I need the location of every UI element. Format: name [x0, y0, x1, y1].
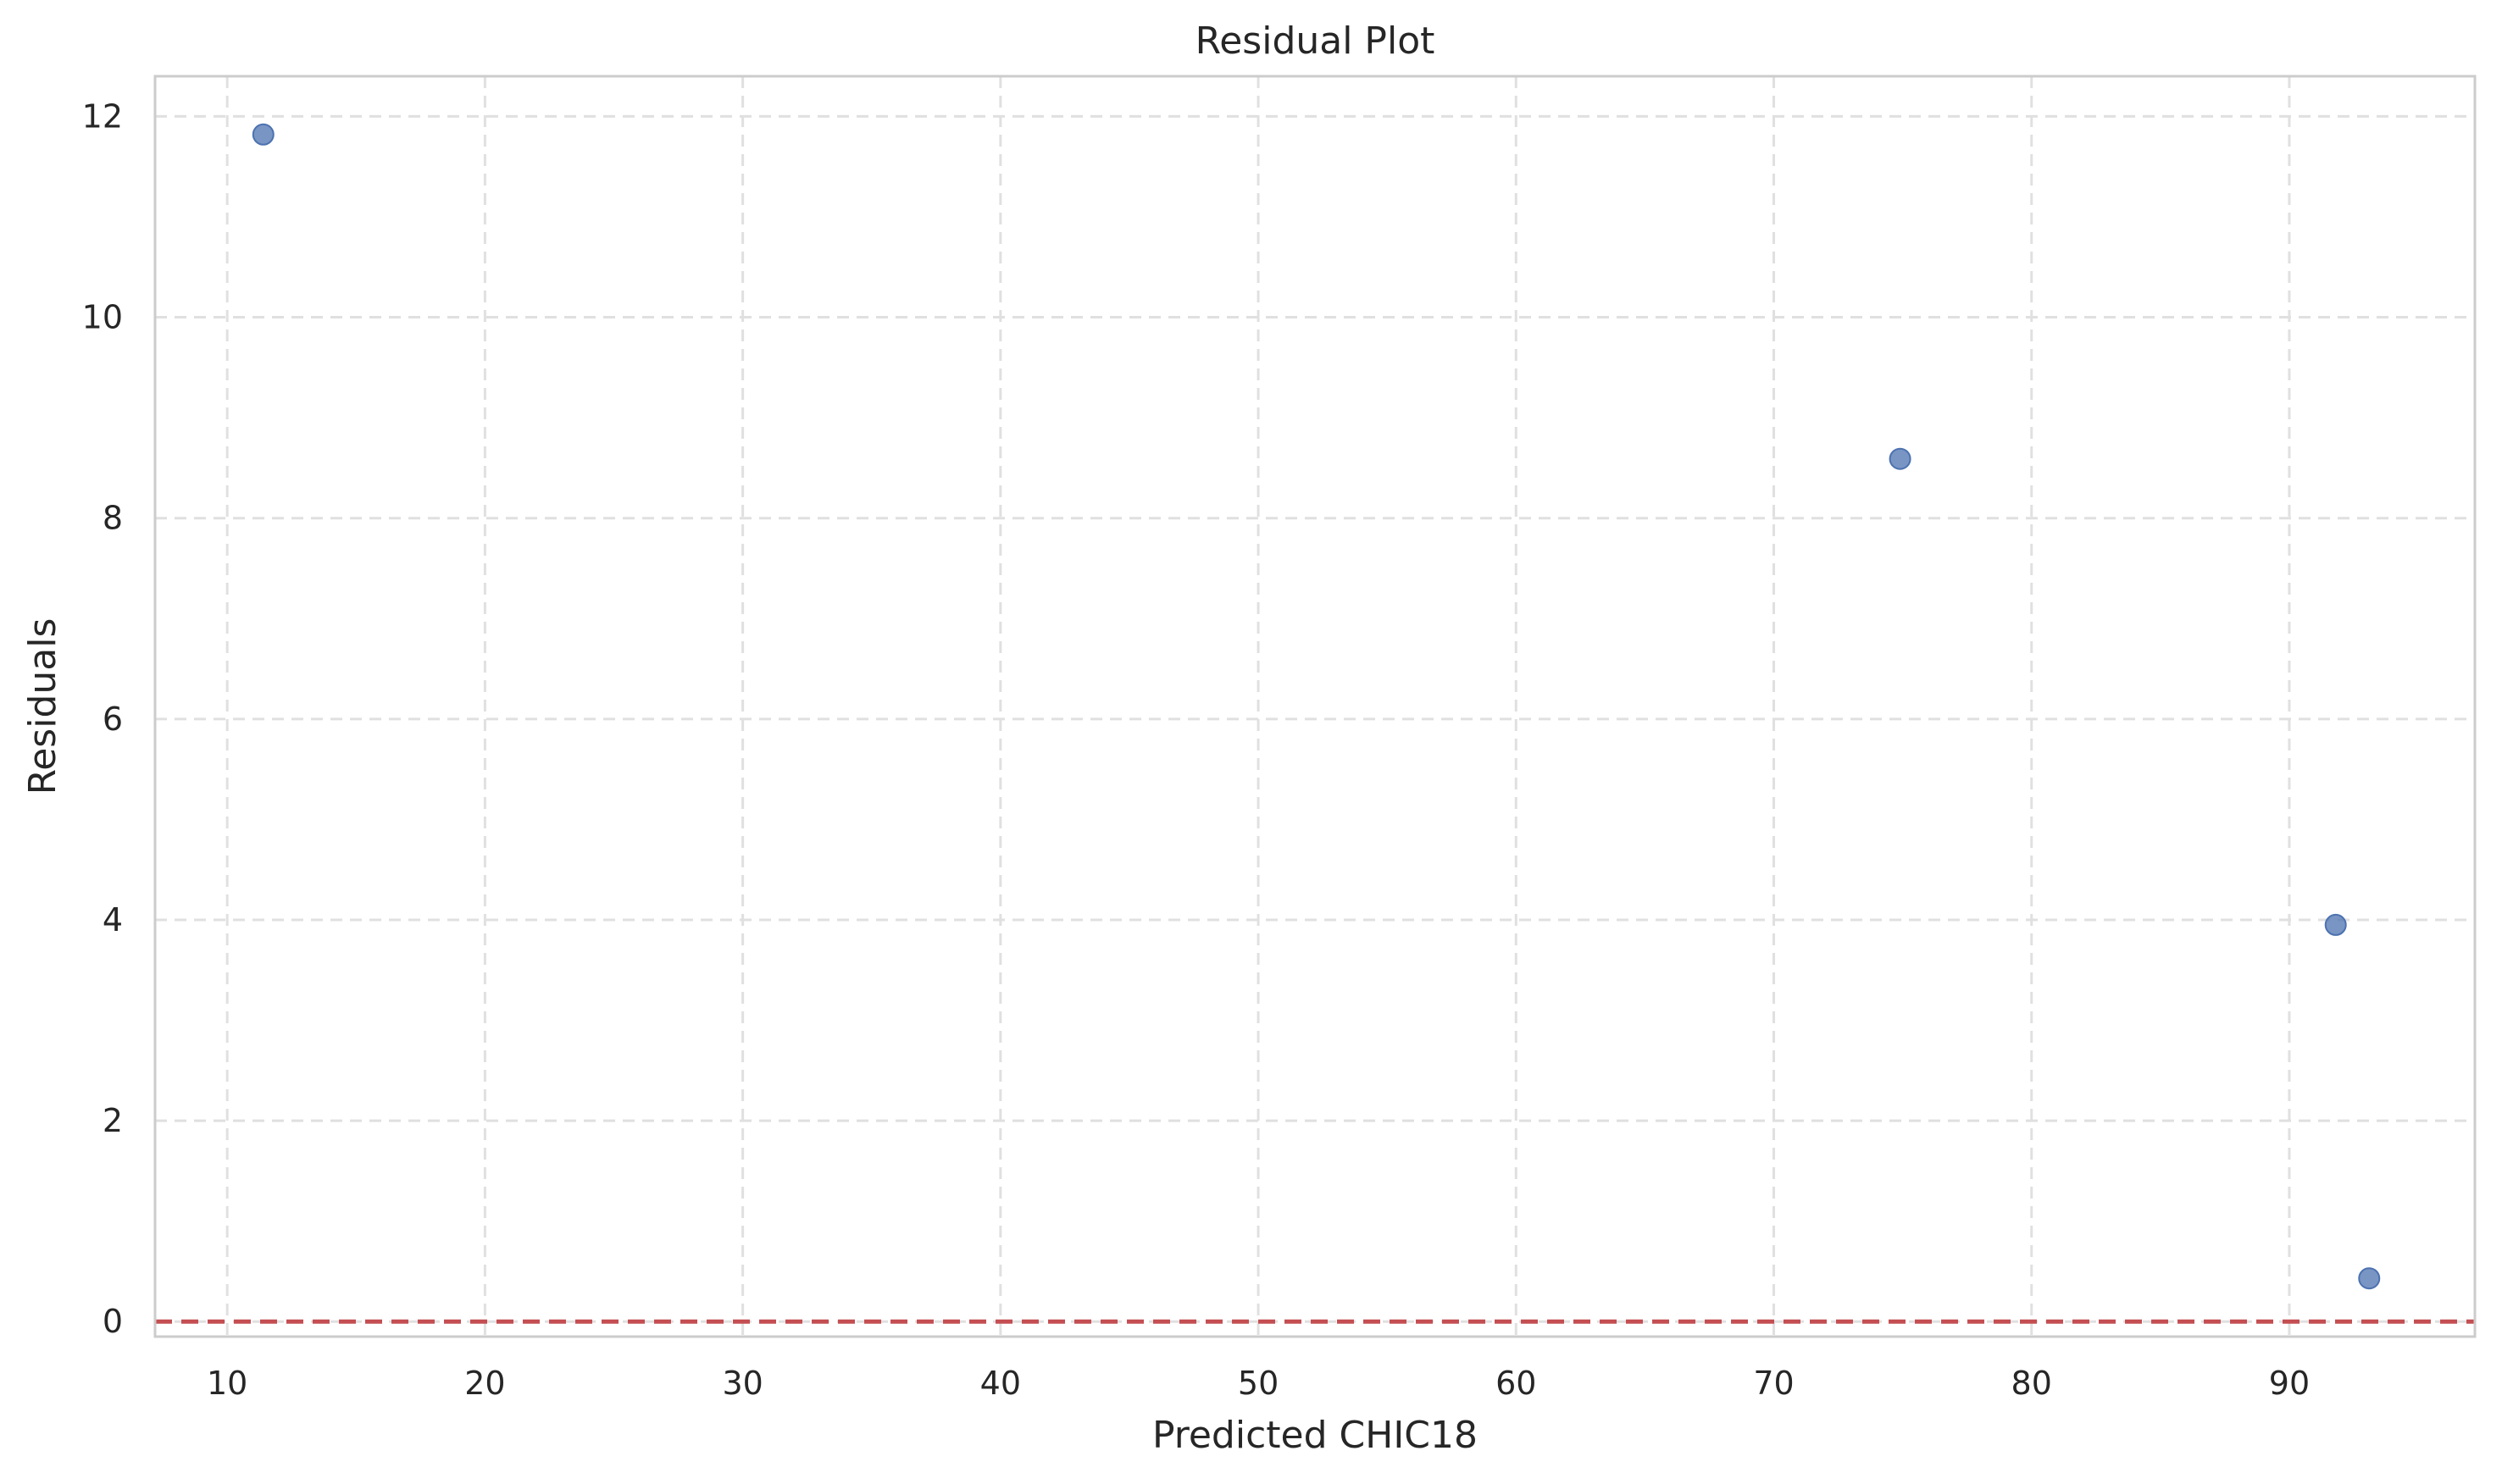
y-tick-label: 8 [103, 500, 123, 537]
x-tick-label: 20 [464, 1365, 505, 1402]
x-tick-label: 90 [2269, 1365, 2310, 1402]
y-tick-label: 10 [82, 299, 123, 336]
x-tick-label: 30 [722, 1365, 763, 1402]
y-tick-label: 12 [82, 97, 123, 135]
x-tick-label: 80 [2011, 1365, 2052, 1402]
x-tick-label: 40 [980, 1365, 1021, 1402]
data-point [252, 123, 275, 146]
x-tick-label: 50 [1238, 1365, 1279, 1402]
data-point [2358, 1267, 2381, 1290]
data-point [2324, 913, 2347, 936]
data-point [1889, 447, 1911, 470]
x-tick-labels: 10 20 30 40 50 60 70 80 90 [207, 1365, 2310, 1402]
x-tick-label: 10 [207, 1365, 247, 1402]
x-axis-label: Predicted CHIC18 [1152, 1414, 1478, 1457]
y-tick-label: 0 [103, 1303, 123, 1340]
y-tick-label: 4 [103, 901, 123, 939]
y-axis-label: Residuals [21, 618, 64, 795]
chart-title: Residual Plot [1196, 19, 1435, 63]
scatter-points [252, 123, 2381, 1290]
x-tick-label: 60 [1495, 1365, 1536, 1402]
x-tick-label: 70 [1753, 1365, 1794, 1402]
y-tick-label: 6 [103, 700, 123, 738]
y-tick-label: 2 [103, 1102, 123, 1139]
y-tick-labels: 0 2 4 6 8 10 12 [82, 97, 123, 1340]
plot-area-frame [153, 75, 2477, 1338]
